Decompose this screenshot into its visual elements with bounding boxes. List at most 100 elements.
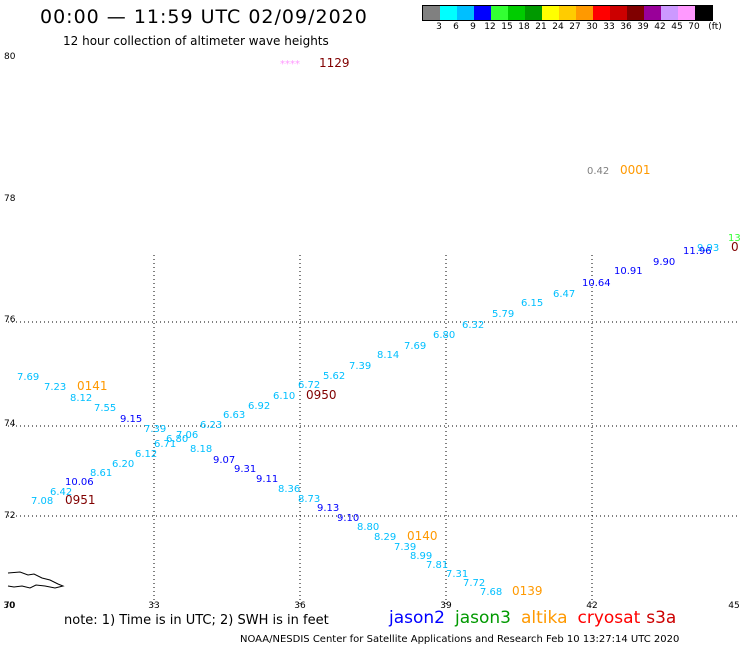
wave-height-label: 7.39 xyxy=(349,361,371,372)
wave-height-label: 9.31 xyxy=(234,464,256,475)
color-scale-label: 9 xyxy=(470,22,476,32)
wave-height-label: 7.72 xyxy=(463,578,485,589)
wave-height-label: 6.80 xyxy=(166,434,188,445)
latitude-tick-label: 76 xyxy=(4,315,16,325)
color-scale-label: (ft) xyxy=(708,22,722,32)
coastline-outline xyxy=(7,571,65,589)
color-scale-label: 3 xyxy=(436,22,442,32)
wave-height-label: 7.23 xyxy=(44,382,66,393)
legend-entry-jason2: jason2 xyxy=(389,608,445,628)
satellite-legend: jason2 jason3 altika cryosat s3a xyxy=(389,608,686,628)
longitude-tick-label: 42 xyxy=(586,601,597,611)
color-scale-label: 36 xyxy=(620,22,632,32)
wave-height-label: 7.55 xyxy=(94,403,116,414)
wave-height-label: 10.64 xyxy=(582,278,611,289)
wave-height-label: 9.11 xyxy=(256,474,278,485)
wave-height-label: 6.12 xyxy=(135,449,157,460)
wave-height-label: 8.14 xyxy=(377,350,399,361)
longitude-tick-label: 39 xyxy=(440,601,452,611)
pass-time-label: 0141 xyxy=(77,379,108,393)
wave-height-label: 5.79 xyxy=(492,309,514,320)
lat-lon-grid xyxy=(8,255,738,606)
wave-height-label: 6.23 xyxy=(200,420,222,431)
color-swatch xyxy=(610,6,627,20)
wave-height-label: 6.20 xyxy=(112,459,134,470)
pass-time-label: 1129 xyxy=(319,56,350,70)
latitude-tick-label: 72 xyxy=(4,511,15,521)
color-swatch xyxy=(678,6,695,20)
legend-entry-cryosat: cryosat xyxy=(577,608,641,628)
pass-time-label: 0139 xyxy=(512,584,543,598)
wave-height-label: 6.71 xyxy=(154,439,176,450)
pass-time-label: 0001 xyxy=(620,163,651,177)
color-swatch xyxy=(457,6,474,20)
latitude-tick-label: 80 xyxy=(4,52,16,62)
color-scale-label: 6 xyxy=(453,22,459,32)
wave-height-label: 8.12 xyxy=(70,393,92,404)
color-scale-label: 18 xyxy=(518,22,530,32)
color-scale-label: 70 xyxy=(688,22,700,32)
wave-height-label: 8.29 xyxy=(374,532,396,543)
latitude-tick-label: 70 xyxy=(4,601,16,611)
wave-height-label: 10.06 xyxy=(65,477,94,488)
wave-height-label: 7.69 xyxy=(404,341,426,352)
color-swatch xyxy=(542,6,559,20)
color-scale-label: 33 xyxy=(603,22,615,32)
wave-height-label: 9.07 xyxy=(213,455,235,466)
wave-height-label: **** xyxy=(280,59,300,70)
wave-height-label: 8.18 xyxy=(190,444,212,455)
legend-entry-altika: altika xyxy=(521,608,568,628)
color-scale-label: 42 xyxy=(654,22,666,32)
color-swatch xyxy=(440,6,457,20)
wave-height-label: 9.13 xyxy=(317,503,339,514)
latitude-tick-label: 78 xyxy=(4,194,16,204)
pass-time-label: 0140 xyxy=(407,529,438,543)
pass-time-label: 0 xyxy=(731,240,739,254)
color-scale-label: 12 xyxy=(484,22,496,32)
wave-height-label: 7.68 xyxy=(480,587,502,598)
color-swatch xyxy=(593,6,610,20)
wave-height-label: 6.63 xyxy=(223,410,245,421)
wave-height-label: 8.36 xyxy=(278,484,300,495)
color-scale-label: 15 xyxy=(501,22,513,32)
color-scale-label: 39 xyxy=(637,22,649,32)
footer-note: note: 1) Time is in UTC; 2) SWH is in fe… xyxy=(64,613,329,628)
wave-height-label: 6.15 xyxy=(521,298,543,309)
color-scale-labels: 3 6 9 12 15 18 21 24 27 30 33 36 39 42 45 70 (ft) xyxy=(422,22,737,34)
wave-height-label: 9.10 xyxy=(337,513,359,524)
wave-height-label: 10.91 xyxy=(614,266,643,277)
wave-height-label: 7.31 xyxy=(446,569,468,580)
longitude-tick-label: 36 xyxy=(294,601,306,611)
legend-entry-s3a: s3a xyxy=(646,608,677,628)
color-swatch xyxy=(508,6,525,20)
page-title: 00:00 — 11:59 UTC 02/09/2020 xyxy=(40,6,368,28)
color-swatch xyxy=(423,6,440,20)
wave-height-label: 13 xyxy=(728,233,740,244)
axis-tick-labels: 30 33 36 39 42 45 80 78 76 74 72 70 xyxy=(3,52,739,611)
color-swatch xyxy=(474,6,491,20)
wave-height-label: 7.08 xyxy=(31,496,53,507)
wave-height-label: 6.42 xyxy=(50,487,72,498)
wave-height-label: 8.99 xyxy=(410,551,432,562)
wave-height-label: 8.61 xyxy=(90,468,112,479)
color-swatch xyxy=(644,6,661,20)
longitude-tick-label: 30 xyxy=(3,601,15,611)
wave-height-label: 6.80 xyxy=(433,330,455,341)
wave-height-label: 7.06 xyxy=(176,430,198,441)
page-subtitle: 12 hour collection of altimeter wave hei… xyxy=(63,34,329,48)
wave-height-label: 7.81 xyxy=(426,560,448,571)
latitude-tick-label: 74 xyxy=(4,419,16,429)
legend-entry-jason3: jason3 xyxy=(455,608,511,628)
color-scale-label: 24 xyxy=(552,22,564,32)
wave-height-label: 6.92 xyxy=(248,401,270,412)
wave-height-label: 11.96 xyxy=(683,246,712,257)
color-swatch xyxy=(559,6,576,20)
wave-height-label: 9.93 xyxy=(697,243,719,254)
wave-height-label: 9.15 xyxy=(120,414,142,425)
wave-height-label: 9.90 xyxy=(653,257,675,268)
color-swatch xyxy=(491,6,508,20)
color-swatch xyxy=(627,6,644,20)
color-swatch xyxy=(525,6,542,20)
wave-height-label: 8.73 xyxy=(298,494,320,505)
